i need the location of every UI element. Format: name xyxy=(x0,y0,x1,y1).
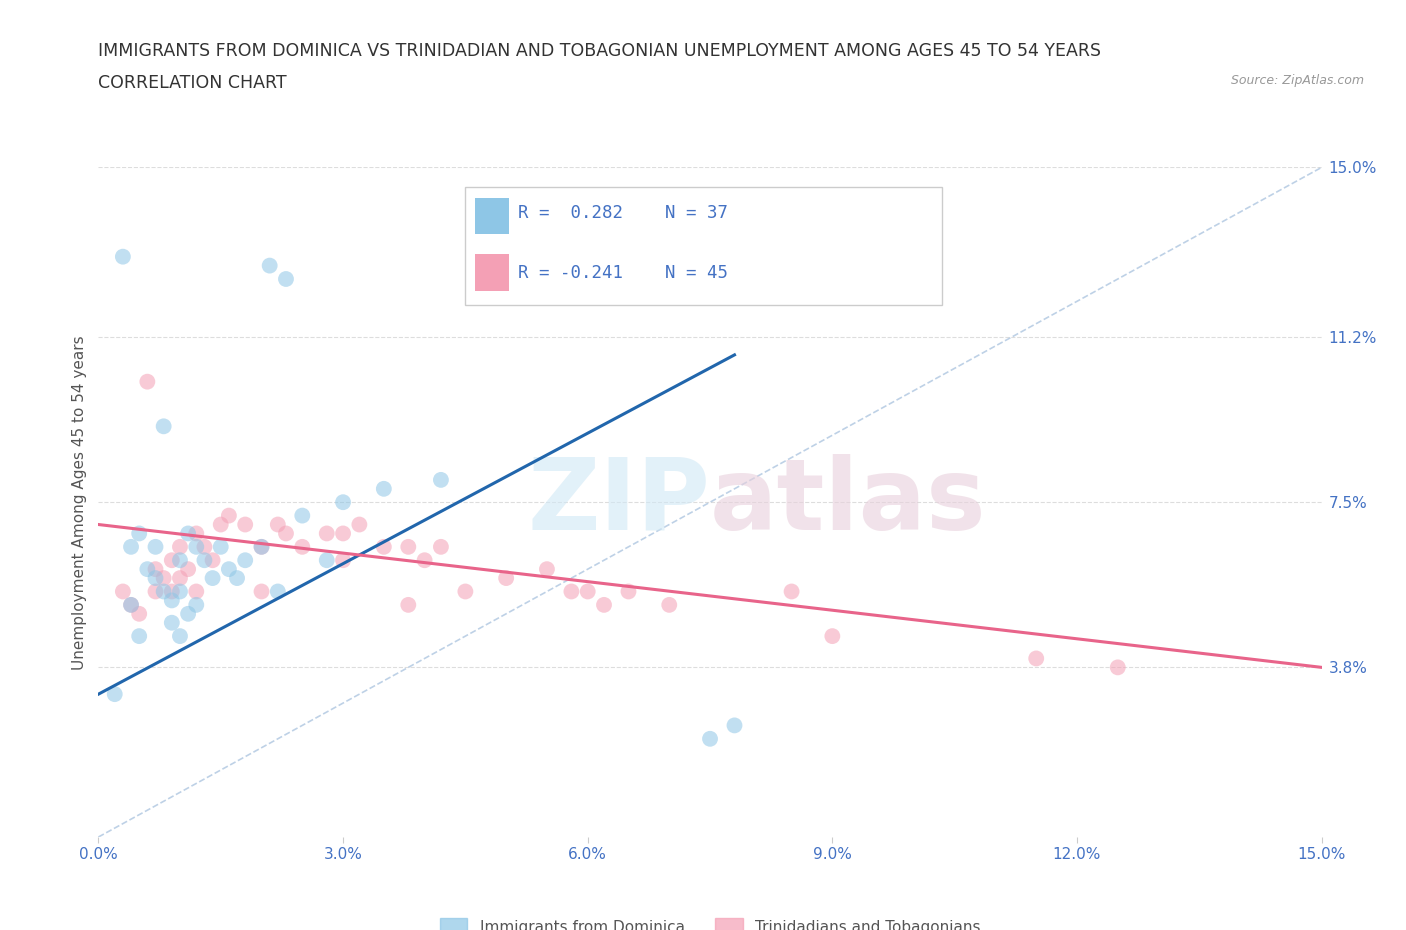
Point xyxy=(430,472,453,487)
Point xyxy=(209,517,232,532)
Point xyxy=(169,629,191,644)
Point xyxy=(821,629,844,644)
Legend: Immigrants from Dominica, Trinidadians and Tobagonians: Immigrants from Dominica, Trinidadians a… xyxy=(433,911,987,930)
Point xyxy=(169,539,191,554)
Point xyxy=(160,584,183,599)
Point xyxy=(373,482,395,497)
Point xyxy=(145,562,167,577)
Point xyxy=(617,584,640,599)
Point xyxy=(396,539,419,554)
Point xyxy=(111,584,134,599)
Point xyxy=(160,552,183,567)
Point xyxy=(128,526,150,541)
Point xyxy=(1025,651,1047,666)
Point xyxy=(250,584,273,599)
Point xyxy=(259,259,281,273)
Text: IMMIGRANTS FROM DOMINICA VS TRINIDADIAN AND TOBAGONIAN UNEMPLOYMENT AMONG AGES 4: IMMIGRANTS FROM DOMINICA VS TRINIDADIAN … xyxy=(98,42,1101,60)
Point xyxy=(233,517,256,532)
Point xyxy=(373,539,395,554)
Point xyxy=(193,539,215,554)
Point xyxy=(111,249,134,264)
Text: Source: ZipAtlas.com: Source: ZipAtlas.com xyxy=(1230,74,1364,87)
Point xyxy=(332,495,354,510)
Point xyxy=(226,571,249,586)
Point xyxy=(209,539,232,554)
Point xyxy=(136,374,159,389)
Point xyxy=(267,584,290,599)
Point xyxy=(560,584,582,599)
Point xyxy=(315,526,337,541)
Point xyxy=(120,597,142,612)
Point xyxy=(593,597,616,612)
Point xyxy=(169,571,191,586)
Point xyxy=(160,593,183,608)
Text: ZIP: ZIP xyxy=(527,454,710,551)
Point xyxy=(120,539,142,554)
Point xyxy=(349,517,371,532)
Point xyxy=(152,584,174,599)
FancyBboxPatch shape xyxy=(475,255,509,291)
Point xyxy=(120,597,142,612)
Point xyxy=(291,508,314,523)
Text: R =  0.282    N = 37: R = 0.282 N = 37 xyxy=(517,204,728,222)
Point xyxy=(250,539,273,554)
Point xyxy=(218,562,240,577)
Point xyxy=(160,616,183,631)
Point xyxy=(1107,660,1129,675)
Point xyxy=(699,731,721,746)
FancyBboxPatch shape xyxy=(465,188,942,305)
Point xyxy=(145,584,167,599)
Point xyxy=(169,552,191,567)
Point xyxy=(186,539,208,554)
Text: atlas: atlas xyxy=(710,454,987,551)
Point xyxy=(495,571,517,586)
Point xyxy=(454,584,477,599)
Point xyxy=(145,539,167,554)
Point xyxy=(332,552,354,567)
Point xyxy=(193,552,215,567)
Y-axis label: Unemployment Among Ages 45 to 54 years: Unemployment Among Ages 45 to 54 years xyxy=(72,335,87,670)
Point xyxy=(315,552,337,567)
Point xyxy=(186,597,208,612)
Point xyxy=(186,526,208,541)
Point xyxy=(780,584,803,599)
Point xyxy=(104,686,127,701)
Point xyxy=(186,584,208,599)
Point xyxy=(332,526,354,541)
Point xyxy=(233,552,256,567)
Point xyxy=(274,526,297,541)
Text: CORRELATION CHART: CORRELATION CHART xyxy=(98,74,287,92)
Point xyxy=(201,571,224,586)
Point xyxy=(128,629,150,644)
Point xyxy=(169,584,191,599)
Point xyxy=(152,571,174,586)
Point xyxy=(536,562,558,577)
Point xyxy=(430,539,453,554)
Point xyxy=(250,539,273,554)
Point xyxy=(291,539,314,554)
Point xyxy=(177,562,200,577)
Point xyxy=(128,606,150,621)
Point xyxy=(201,552,224,567)
Point xyxy=(177,606,200,621)
Point xyxy=(136,562,159,577)
Point xyxy=(152,418,174,433)
Point xyxy=(413,552,436,567)
Point xyxy=(177,526,200,541)
Point xyxy=(576,584,599,599)
Point xyxy=(267,517,290,532)
FancyBboxPatch shape xyxy=(475,197,509,234)
Point xyxy=(658,597,681,612)
Text: R = -0.241    N = 45: R = -0.241 N = 45 xyxy=(517,264,728,282)
Point xyxy=(396,597,419,612)
Point xyxy=(274,272,297,286)
Point xyxy=(218,508,240,523)
Point xyxy=(723,718,745,733)
Point xyxy=(145,571,167,586)
